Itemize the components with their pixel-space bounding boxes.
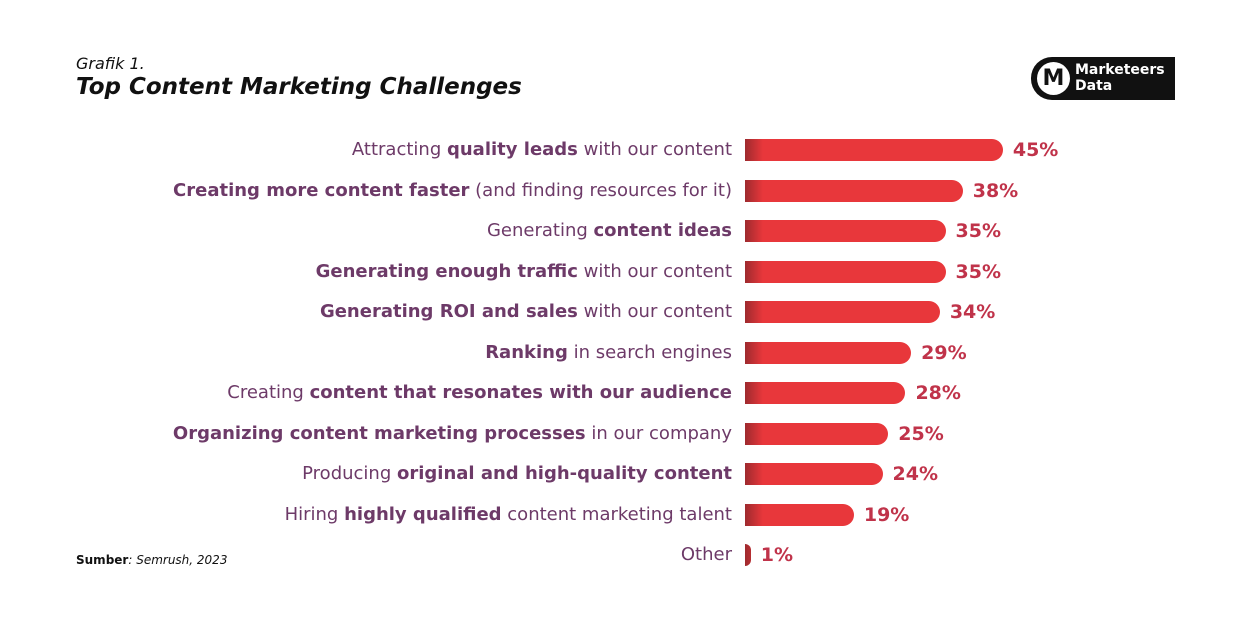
value-label: 29% — [921, 341, 967, 364]
bar — [745, 544, 751, 566]
category-label: Attracting quality leads with our conten… — [352, 139, 732, 161]
label-part: content ideas — [593, 220, 732, 241]
label-part: Creating — [227, 382, 310, 403]
label-part: Other — [680, 544, 732, 565]
bar — [745, 139, 1003, 161]
label-part: Generating enough traffic — [315, 260, 578, 282]
label-part: Attracting — [351, 139, 447, 160]
category-label: Organizing content marketing processes i… — [173, 423, 732, 445]
category-label: Generating ROI and sales with our conten… — [320, 301, 732, 323]
label-part: original and high-quality content — [396, 463, 732, 484]
category-label: Generating content ideas — [487, 220, 732, 242]
title: Top Content Marketing Challenges — [76, 74, 522, 100]
label-part: in our company — [585, 422, 732, 444]
logo: M Marketeers Data — [1031, 57, 1175, 100]
label-part: with our content — [577, 260, 732, 282]
bar — [745, 260, 946, 283]
value-label: 24% — [892, 463, 938, 485]
category-label: Ranking in search engines — [485, 342, 732, 364]
label-part: content that resonates with our audience — [309, 382, 732, 403]
label-part: Ranking — [485, 341, 568, 363]
label-part: Generating ROI and sales — [319, 301, 578, 322]
bar — [745, 503, 854, 526]
label-part: with our content — [577, 139, 732, 160]
value-label: 35% — [955, 260, 1002, 283]
label-part: Producing — [302, 463, 397, 484]
logo-icon: M — [1037, 62, 1070, 95]
bar — [745, 422, 889, 445]
value-label: 34% — [949, 301, 996, 323]
category-label: Creating more content faster (and findin… — [173, 180, 732, 202]
label-part: Organizing content marketing processes — [172, 422, 586, 444]
value-label: 25% — [898, 422, 944, 445]
label-part: Creating more content faster — [173, 179, 470, 201]
label-part: quality leads — [446, 139, 578, 160]
value-label: 35% — [955, 220, 1002, 242]
category-label: Hiring highly qualified content marketin… — [285, 504, 732, 526]
label-part: with our content — [577, 301, 732, 322]
label-part: (and finding resources for it) — [469, 179, 732, 201]
kicker: Grafik 1. — [76, 54, 145, 73]
bar — [745, 179, 963, 202]
bar — [745, 220, 946, 242]
bar — [745, 382, 906, 404]
label-part: Hiring — [284, 503, 345, 525]
label-part: highly qualified — [344, 503, 502, 525]
label-part: Generating — [486, 220, 594, 241]
category-label: Creating content that resonates with our… — [227, 382, 732, 404]
bar — [745, 341, 912, 364]
category-label: Generating enough traffic with our conte… — [316, 261, 732, 283]
label-part: in search engines — [567, 341, 732, 363]
value-label: 45% — [1012, 139, 1059, 161]
category-label: Other — [681, 544, 732, 566]
category-label: Producing original and high-quality cont… — [302, 463, 732, 485]
source-part: Sumber — [76, 553, 129, 567]
value-label: 28% — [915, 382, 961, 404]
value-label: 38% — [972, 179, 1019, 202]
bar — [745, 463, 883, 485]
source-part: : Semrush, 2023 — [128, 553, 228, 567]
value-label: 1% — [760, 544, 793, 566]
value-label: 19% — [863, 503, 910, 526]
logo-text: Marketeers Data — [1075, 62, 1165, 94]
bar — [745, 301, 940, 323]
label-part: content marketing talent — [501, 503, 732, 525]
source: Sumber: Semrush, 2023 — [76, 553, 227, 567]
